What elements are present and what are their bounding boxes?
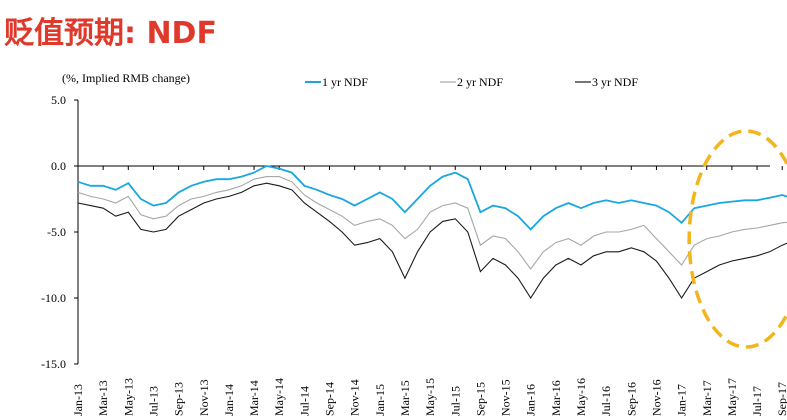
x-tick-label: Jul-13 xyxy=(146,386,160,416)
page-title: 贬值预期: NDF xyxy=(4,16,217,51)
x-tick-label: Mar-13 xyxy=(96,380,110,416)
y-tick-label: 0.0 xyxy=(51,159,66,173)
legend-label: 1 yr NDF xyxy=(322,75,368,89)
x-tick-label: Jan-15 xyxy=(373,384,387,416)
x-tick-label: Nov-16 xyxy=(649,379,663,416)
x-tick-label: Jan-13 xyxy=(71,384,85,416)
y-tick-label: -5.0 xyxy=(47,225,66,239)
x-tick-label: Sep-14 xyxy=(323,382,337,416)
series-line-2-yr-ndf xyxy=(77,176,787,270)
y-axis-label: (%, Implied RMB change) xyxy=(62,71,190,85)
x-tick-label: Jul-17 xyxy=(750,386,764,416)
x-tick-label: May-15 xyxy=(423,378,437,416)
x-tick-label: Sep-15 xyxy=(473,382,487,416)
x-tick-label: Mar-17 xyxy=(700,380,714,416)
x-tick-label: Sep-17 xyxy=(775,382,787,416)
x-tick-label: Jan-17 xyxy=(675,384,689,416)
x-tick-label: Jul-16 xyxy=(599,386,613,416)
x-tick-label: May-13 xyxy=(121,378,135,416)
y-tick-label: 5.0 xyxy=(51,93,66,107)
x-tick-label: Mar-15 xyxy=(398,380,412,416)
highlight-ellipse xyxy=(687,129,787,349)
x-tick-label: Nov-15 xyxy=(499,379,513,416)
x-tick-label: Sep-13 xyxy=(172,382,186,416)
series-line-3-yr-ndf xyxy=(77,182,787,300)
y-tick-label: -10.0 xyxy=(41,291,66,305)
x-tick-label: Mar-14 xyxy=(247,380,261,416)
series-line-1-yr-ndf xyxy=(77,165,787,231)
y-tick-label: -15.0 xyxy=(41,357,66,371)
x-tick-label: May-17 xyxy=(725,378,739,416)
x-tick-label: Jul-14 xyxy=(297,386,311,416)
x-tick-label: Sep-16 xyxy=(624,382,638,416)
x-tick-label: Jan-14 xyxy=(222,384,236,416)
x-tick-label: May-16 xyxy=(574,378,588,416)
legend-label: 3 yr NDF xyxy=(592,75,638,89)
x-tick-label: Mar-16 xyxy=(549,380,563,416)
x-tick-label: Jan-16 xyxy=(524,384,538,416)
x-tick-label: May-14 xyxy=(272,378,286,416)
legend-label: 2 yr NDF xyxy=(457,75,503,89)
x-tick-label: Nov-14 xyxy=(348,379,362,416)
x-tick-label: Nov-13 xyxy=(197,379,211,416)
x-tick-label: Jul-15 xyxy=(448,386,462,416)
